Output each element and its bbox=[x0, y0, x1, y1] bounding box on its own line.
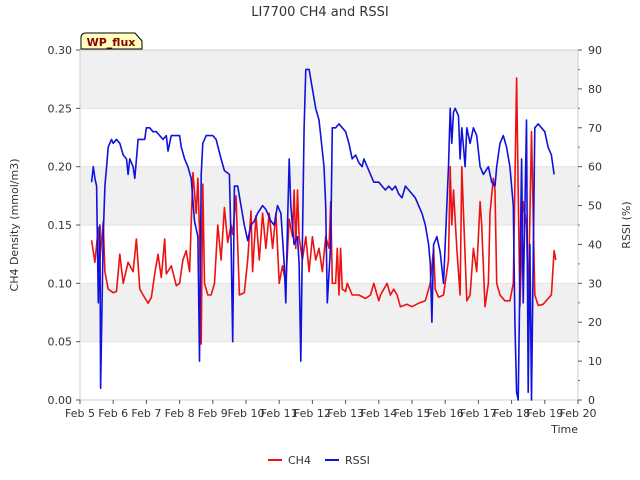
series-line-rssi bbox=[90, 68, 555, 401]
y-left-tick-label: 0.30 bbox=[48, 44, 73, 57]
y-right-tick-label: 50 bbox=[588, 200, 602, 213]
y-left-tick-label: 0.25 bbox=[48, 102, 73, 115]
y-left-tick-label: 0.10 bbox=[48, 277, 73, 290]
x-axis-label: Time bbox=[550, 423, 578, 436]
x-tick-label: Feb 5 bbox=[65, 407, 95, 420]
y-axis-right-label: RSSI (%) bbox=[620, 201, 633, 248]
y-right-tick-label: 0 bbox=[588, 394, 595, 407]
x-tick-label: Feb 16 bbox=[427, 407, 464, 420]
x-tick-label: Feb 15 bbox=[394, 407, 431, 420]
legend-label-ch4: CH4 bbox=[288, 454, 311, 467]
x-tick-label: Feb 12 bbox=[294, 407, 331, 420]
grid-band bbox=[80, 50, 578, 109]
y-axis-left-label: CH4 Density (mmol/m3) bbox=[8, 159, 21, 292]
grid-band bbox=[80, 166, 578, 225]
y-right-tick-label: 60 bbox=[588, 161, 602, 174]
legend: CH4 RSSI bbox=[268, 454, 370, 467]
y-right-tick-label: 90 bbox=[588, 44, 602, 57]
y-right-tick-label: 40 bbox=[588, 238, 602, 251]
x-tick-label: Feb 17 bbox=[460, 407, 497, 420]
y-left-tick-label: 0.15 bbox=[48, 219, 73, 232]
site-badge: WP_flux bbox=[80, 32, 143, 50]
y-right-tick-label: 10 bbox=[588, 355, 602, 368]
series-line-ch4 bbox=[90, 77, 557, 345]
x-tick-label: Feb 14 bbox=[360, 407, 397, 420]
y-right-tick-label: 70 bbox=[588, 122, 602, 135]
y-right-tick-label: 30 bbox=[588, 277, 602, 290]
x-tick-label: Feb 9 bbox=[198, 407, 228, 420]
y-left-tick-label: 0.00 bbox=[48, 394, 73, 407]
y-right-tick-label: 80 bbox=[588, 83, 602, 96]
x-tick-label: Feb 7 bbox=[131, 407, 161, 420]
x-tick-label: Feb 18 bbox=[493, 407, 530, 420]
site-badge-label: WP_flux bbox=[87, 36, 136, 49]
legend-label-rssi: RSSI bbox=[345, 454, 370, 467]
x-tick-label: Feb 19 bbox=[526, 407, 563, 420]
y-left-tick-label: 0.05 bbox=[48, 336, 73, 349]
x-tick-label: Feb 6 bbox=[98, 407, 128, 420]
x-tick-label: Feb 13 bbox=[327, 407, 364, 420]
grid-band bbox=[80, 283, 578, 342]
x-tick-label: Feb 10 bbox=[228, 407, 265, 420]
x-tick-label: Feb 8 bbox=[165, 407, 195, 420]
series-layer bbox=[90, 68, 557, 401]
chart-title: LI7700 CH4 and RSSI bbox=[251, 5, 389, 20]
y-left-tick-label: 0.20 bbox=[48, 161, 73, 174]
y-right-tick-label: 20 bbox=[588, 316, 602, 329]
x-tick-label: Feb 11 bbox=[261, 407, 298, 420]
x-tick-label: Feb 20 bbox=[560, 407, 597, 420]
